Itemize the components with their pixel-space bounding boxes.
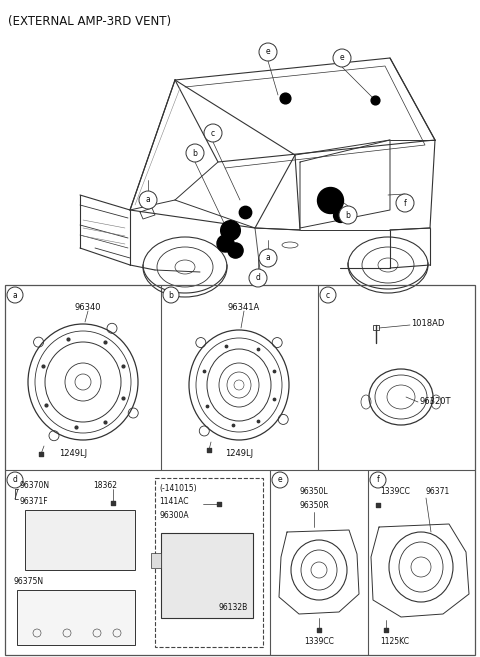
Circle shape xyxy=(339,206,357,224)
Point xyxy=(72,422,79,432)
Circle shape xyxy=(186,144,204,162)
Point xyxy=(382,625,390,635)
Text: 96340: 96340 xyxy=(75,302,101,311)
Point xyxy=(221,238,229,248)
Bar xyxy=(161,533,253,618)
Point xyxy=(371,95,379,105)
Point xyxy=(101,337,108,348)
Text: (-141015): (-141015) xyxy=(159,484,197,493)
Text: 1339CC: 1339CC xyxy=(304,637,334,645)
Text: 1339CC: 1339CC xyxy=(380,487,410,497)
Text: c: c xyxy=(326,290,330,300)
Text: 1141AC: 1141AC xyxy=(159,497,189,507)
Point xyxy=(203,400,211,411)
Point xyxy=(253,415,261,426)
Circle shape xyxy=(320,287,336,303)
Text: b: b xyxy=(192,148,197,158)
Point xyxy=(270,394,277,404)
Text: e: e xyxy=(266,47,270,57)
Text: 96370N: 96370N xyxy=(20,480,50,489)
Circle shape xyxy=(396,194,414,212)
Circle shape xyxy=(204,124,222,142)
Point xyxy=(229,420,237,430)
Circle shape xyxy=(259,43,277,61)
Point xyxy=(281,93,289,103)
Text: e: e xyxy=(340,53,344,62)
Point xyxy=(336,210,344,220)
Text: 18362: 18362 xyxy=(93,480,117,489)
Point xyxy=(64,334,72,344)
Text: b: b xyxy=(168,290,173,300)
Text: b: b xyxy=(346,210,350,219)
Point xyxy=(200,366,208,376)
Point xyxy=(223,341,230,351)
Point xyxy=(315,625,323,635)
Point xyxy=(226,225,234,235)
Text: f: f xyxy=(377,476,379,484)
Circle shape xyxy=(7,472,23,488)
Text: 96375N: 96375N xyxy=(13,578,43,587)
Point xyxy=(101,417,108,427)
Text: 1249LJ: 1249LJ xyxy=(225,449,253,459)
Point xyxy=(37,449,45,459)
Text: a: a xyxy=(145,196,150,204)
Text: c: c xyxy=(211,129,215,137)
Circle shape xyxy=(333,49,351,67)
Point xyxy=(205,445,213,455)
Text: a: a xyxy=(12,290,17,300)
Point xyxy=(120,392,127,403)
Circle shape xyxy=(163,287,179,303)
Point xyxy=(39,361,47,371)
Bar xyxy=(17,590,135,645)
Text: 96341A: 96341A xyxy=(228,302,260,311)
Bar xyxy=(373,325,379,330)
Text: 96350L: 96350L xyxy=(300,487,328,497)
Point xyxy=(241,207,249,217)
Point xyxy=(42,399,49,410)
Point xyxy=(215,499,223,509)
Point xyxy=(374,500,382,510)
Text: f: f xyxy=(404,198,407,208)
Text: e: e xyxy=(278,476,282,484)
Text: 96371: 96371 xyxy=(426,487,450,497)
Circle shape xyxy=(370,472,386,488)
Text: 96320T: 96320T xyxy=(419,397,451,407)
Circle shape xyxy=(259,249,277,267)
Point xyxy=(109,498,117,509)
Point xyxy=(270,366,277,376)
Text: (EXTERNAL AMP-3RD VENT): (EXTERNAL AMP-3RD VENT) xyxy=(8,15,171,28)
Bar xyxy=(25,510,135,570)
Point xyxy=(253,344,261,355)
Text: 1249LJ: 1249LJ xyxy=(59,449,87,459)
Text: 96132B: 96132B xyxy=(219,604,248,612)
Text: d: d xyxy=(12,476,17,484)
Circle shape xyxy=(249,269,267,287)
Point xyxy=(120,361,127,371)
Text: 1018AD: 1018AD xyxy=(411,319,444,327)
Bar xyxy=(155,478,263,647)
Text: d: d xyxy=(255,273,261,283)
Point xyxy=(231,245,239,256)
Circle shape xyxy=(139,191,157,209)
Text: 1125KC: 1125KC xyxy=(380,637,409,645)
Bar xyxy=(151,553,161,568)
Circle shape xyxy=(7,287,23,303)
Text: 96350R: 96350R xyxy=(299,501,329,509)
Circle shape xyxy=(272,472,288,488)
Text: 96300A: 96300A xyxy=(159,512,189,520)
Bar xyxy=(5,285,475,655)
Point xyxy=(326,194,334,205)
Text: 96371F: 96371F xyxy=(20,497,48,505)
Text: a: a xyxy=(265,254,270,263)
